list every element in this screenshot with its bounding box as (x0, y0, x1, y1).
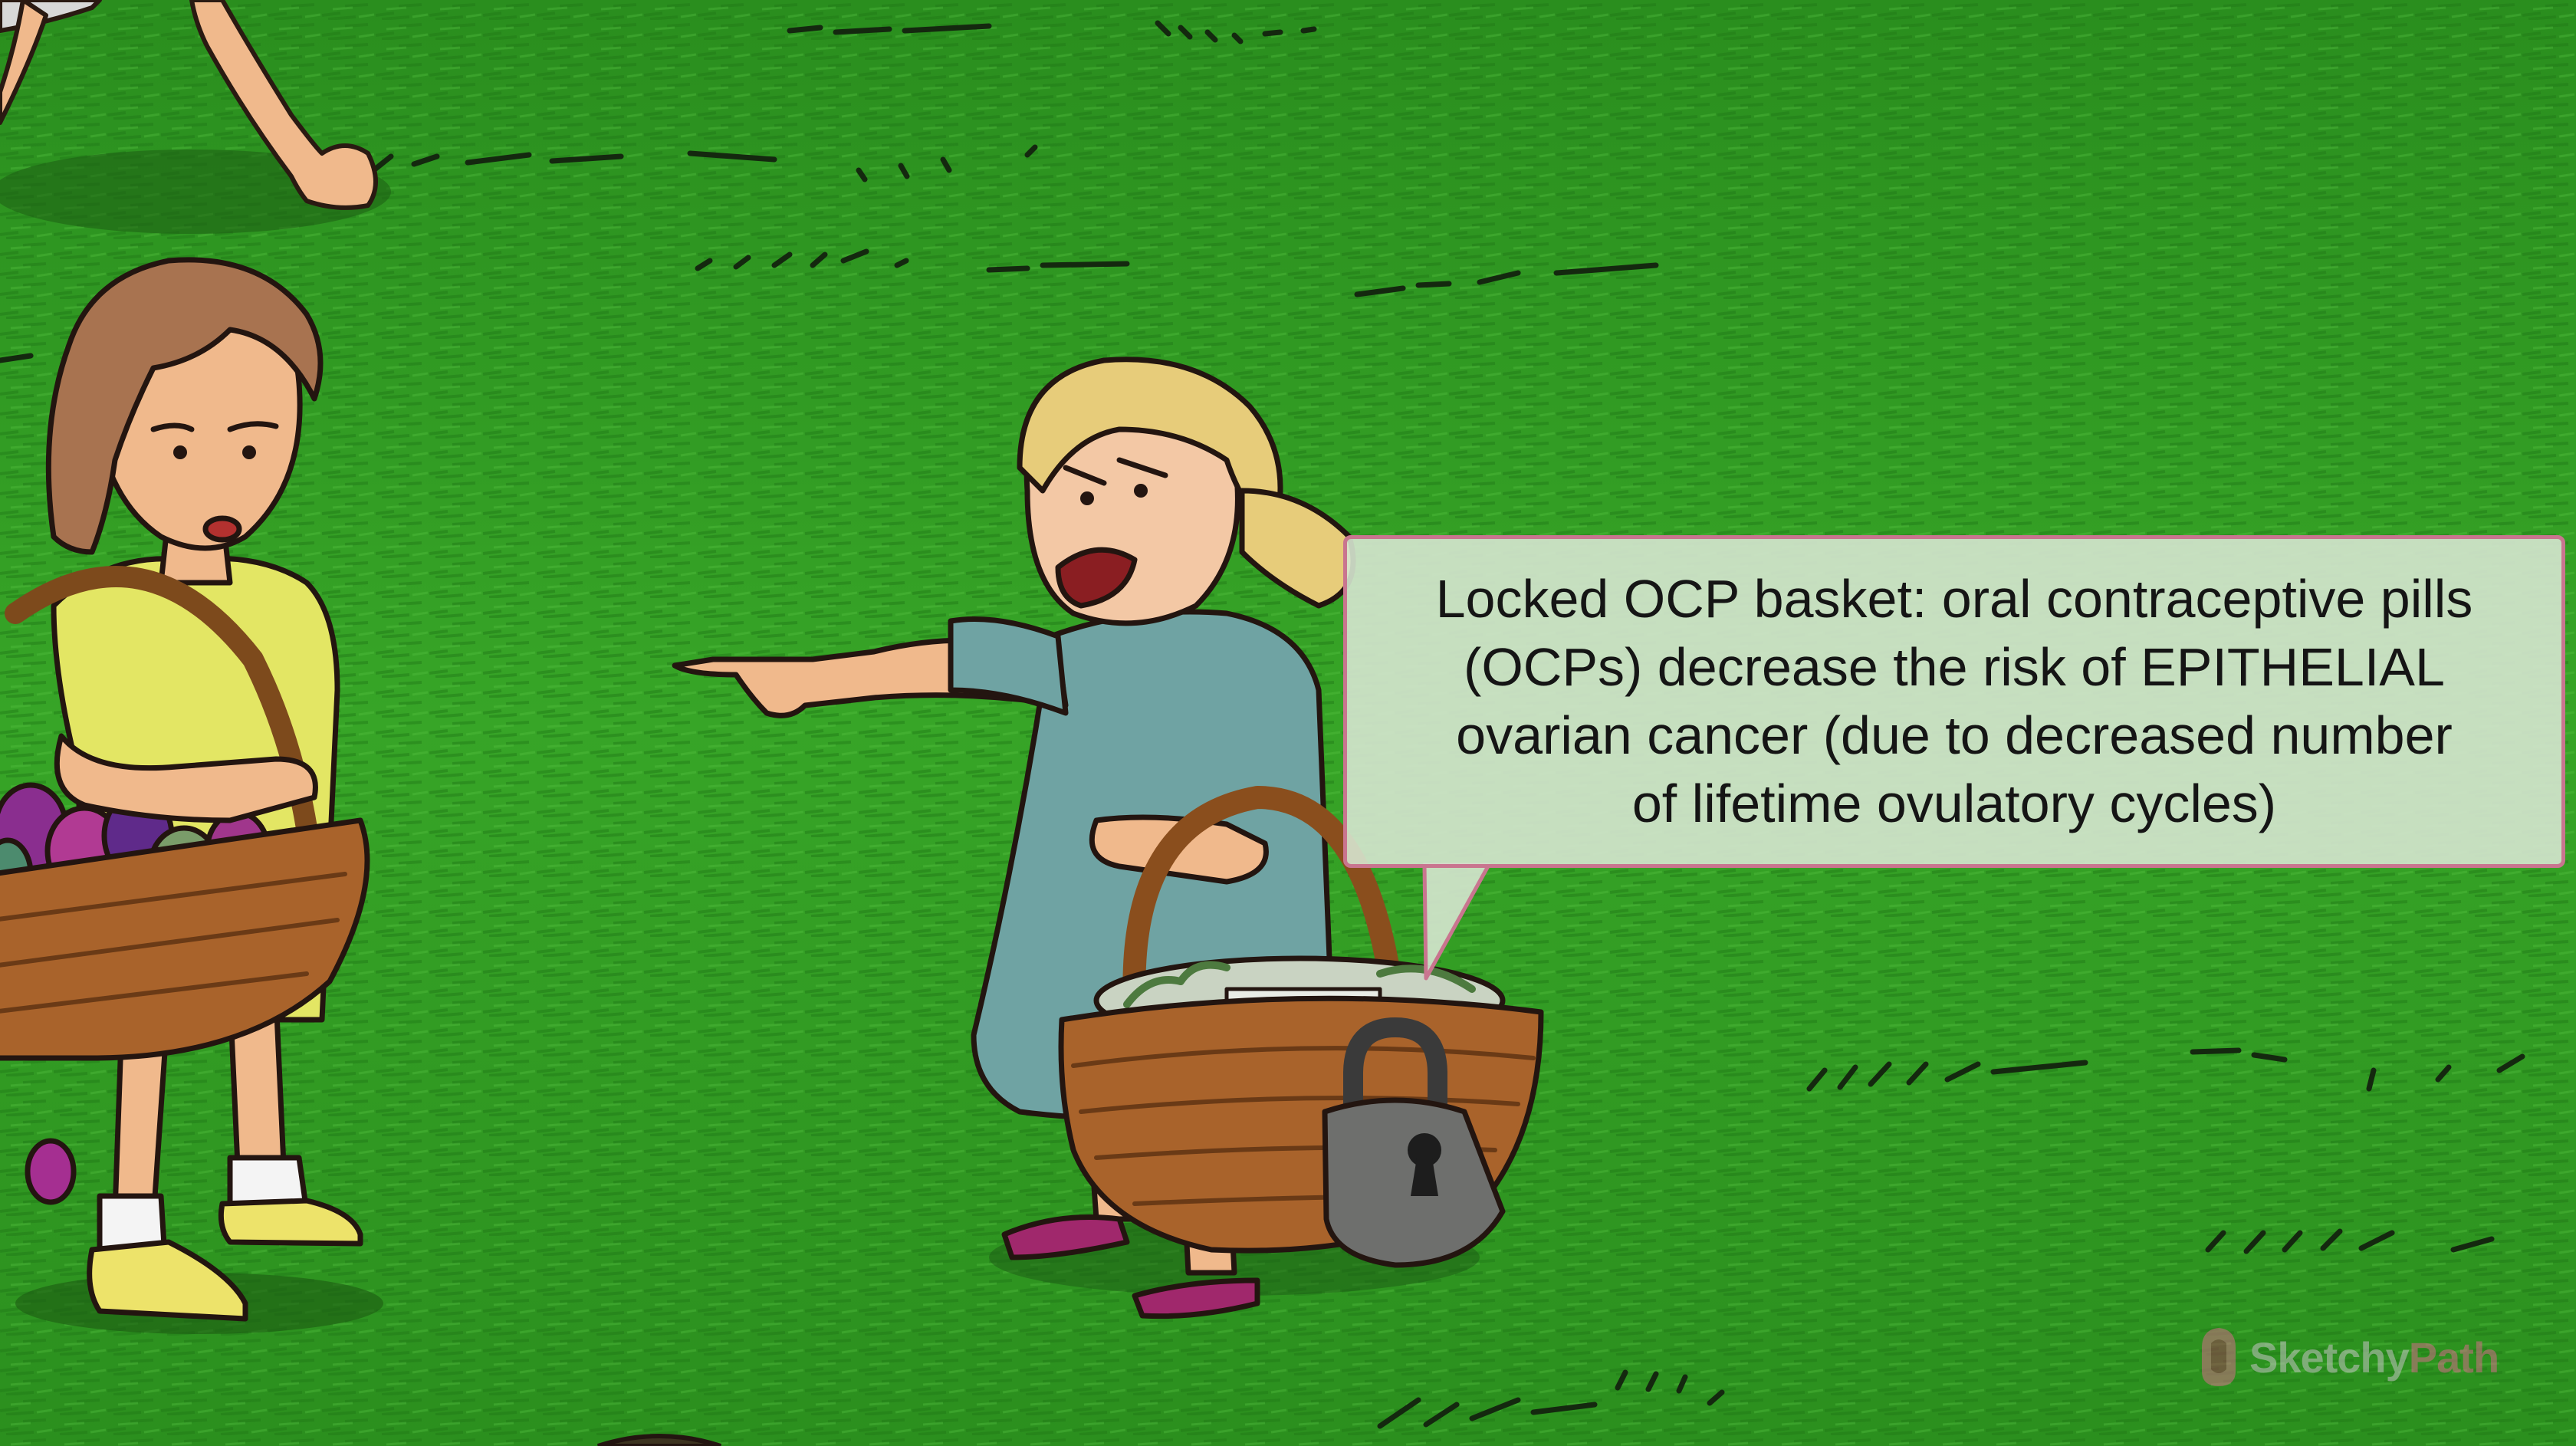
bottom-object (597, 1434, 721, 1446)
sketchypath-watermark: SketchyPath (2197, 1325, 2499, 1389)
grass-ink-strokes (0, 20, 2525, 1429)
explanation-callout: Locked OCP basket: oral contraceptive pi… (1343, 535, 2565, 868)
watermark-brand-part1: Sketchy (2249, 1333, 2410, 1382)
callout-line-4: of lifetime ovulatory cycles) (1631, 774, 2277, 833)
watermark-brand-part2: Path (2408, 1333, 2499, 1382)
callout-line-3: ovarian cancer (due to decreased number (1456, 705, 2453, 765)
sketchy-logo-icon (2202, 1328, 2236, 1386)
padlock-icon (1322, 1017, 1506, 1268)
center-girl-with-locked-basket (672, 357, 1544, 1319)
left-child-with-egg-basket (0, 257, 383, 1334)
callout-line-2: (OCPs) decrease the risk of EPITHELIAL (1464, 637, 2445, 697)
callout-text: Locked OCP basket: oral contraceptive pi… (1436, 565, 2473, 838)
partial-figure-top-left (0, 0, 391, 234)
callout-line-1: Locked OCP basket: oral contraceptive pi… (1435, 569, 2473, 629)
watermark-text: SketchyPath (2249, 1333, 2499, 1382)
